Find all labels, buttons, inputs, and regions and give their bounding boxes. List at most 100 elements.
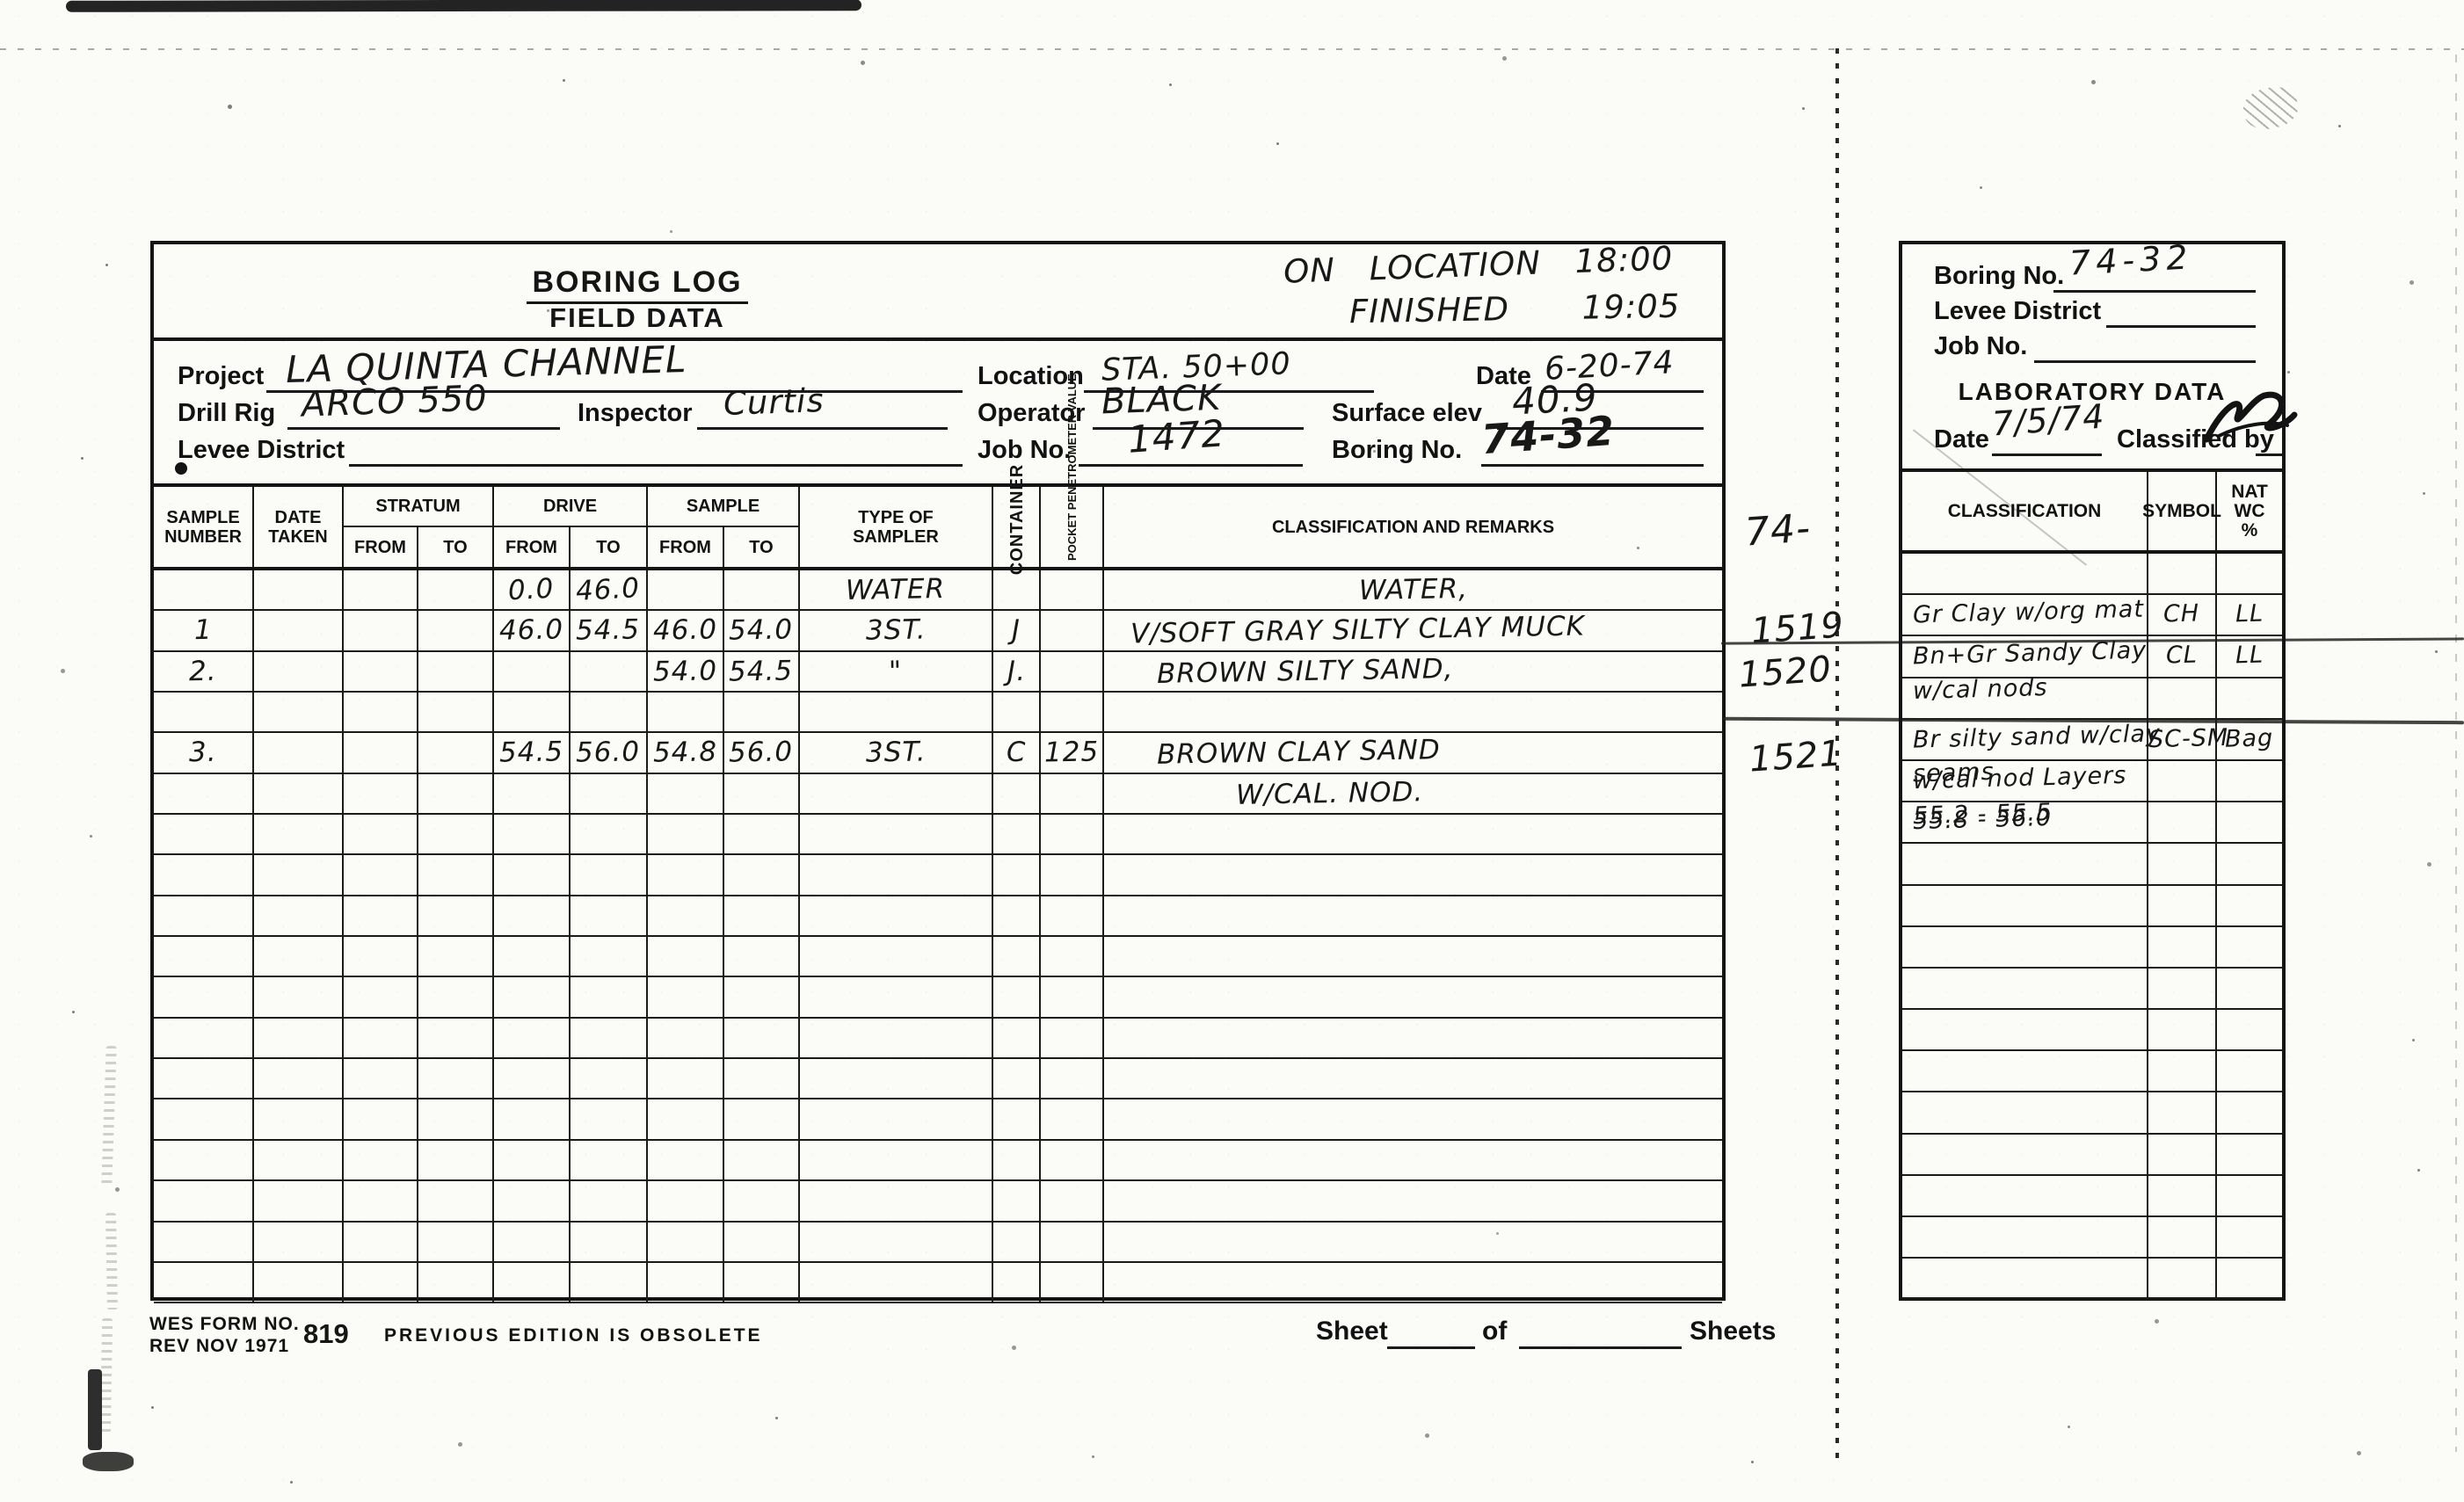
operator-line [1093, 427, 1304, 430]
cell-sample_to [724, 896, 800, 938]
cell-classification [1902, 678, 2148, 720]
classified-by-line [2256, 454, 2282, 456]
cell-stratum_to [418, 1222, 494, 1263]
cell-stratum_to [418, 773, 494, 816]
drive-from: FROM [494, 527, 571, 567]
cell-natwc [2217, 1217, 2282, 1259]
date-label: Date [1476, 362, 1531, 390]
cell-drive_from [494, 977, 571, 1019]
cell-remarks: V/SOFT GRAY SILTY CLAY MUCK [1104, 611, 1722, 652]
lab-header-box: Boring No. 74-32 Levee District Job No. … [1899, 237, 2298, 472]
scan-smudge-bar [65, 0, 862, 12]
cell-sample_from: 54.0 [648, 651, 724, 693]
of-line [1519, 1346, 1682, 1349]
cell-symbol [2148, 885, 2217, 927]
location-label: Location [978, 362, 1084, 390]
cell-date [254, 651, 344, 693]
margin-note-1519: 1519 [1749, 605, 1846, 652]
cell-classification [1902, 844, 2148, 886]
cell-sample_to [724, 570, 800, 612]
cell-pocket [1041, 937, 1104, 978]
cell-sample: 1 [154, 611, 254, 652]
cell-stratum_from [344, 977, 418, 1019]
cell-drive_from: 46.0 [494, 611, 571, 652]
cell-remarks [1104, 1099, 1722, 1141]
cell-pocket [1041, 693, 1104, 734]
cell-date [254, 693, 344, 734]
cell-sample_from [648, 693, 724, 734]
cell-symbol [2148, 1217, 2217, 1259]
cell-pocket [1041, 1099, 1104, 1141]
cell-sample [154, 693, 254, 734]
sample-to: TO [724, 527, 800, 567]
cell-container [993, 977, 1041, 1019]
cell-natwc [2217, 1135, 2282, 1176]
page-top-edge [0, 48, 2464, 50]
cell-drive_to [571, 1059, 648, 1100]
boring-no-value: 74-32 [1479, 406, 1617, 464]
cell-drive_to [571, 1222, 648, 1263]
cell-sampler: 3ST. [800, 611, 993, 652]
cell-classification: Gr Clay w/org mat [1902, 595, 2148, 637]
cell-date [254, 815, 344, 856]
cell-pocket [1041, 570, 1104, 612]
cell-sample_to [724, 1018, 800, 1060]
cell-pocket [1041, 773, 1104, 816]
cell-container [993, 1262, 1041, 1304]
cell-drive_to: 56.0 [571, 733, 648, 774]
cell-stratum_from [344, 1140, 418, 1182]
cell-date [254, 733, 344, 774]
location-line [1084, 390, 1374, 393]
cell-container [993, 773, 1041, 816]
cell-sample_from [648, 1099, 724, 1141]
cell-pocket [1041, 896, 1104, 938]
cell-stratum_to [418, 693, 494, 734]
cell-sampler [800, 1262, 993, 1304]
cell-sample_to [724, 773, 800, 816]
cell-sample_to [724, 693, 800, 734]
cell-drive_from [494, 1181, 571, 1223]
cell-stratum_from [344, 693, 418, 734]
cell-date [254, 1222, 344, 1263]
cell-remarks [1104, 815, 1722, 856]
cell-sampler [800, 1222, 993, 1263]
cell-sample_from [648, 1181, 724, 1223]
cell-sample_to: 56.0 [724, 733, 800, 774]
cell-remarks: W/CAL. NOD. [1104, 774, 1722, 816]
wes-form-no: WES FORM NO. REV NOV 1971 [149, 1314, 300, 1356]
cell-remarks [1104, 1141, 1722, 1182]
cell-natwc [2217, 802, 2282, 845]
cell-sample [154, 1099, 254, 1141]
cell-sample [154, 1018, 254, 1060]
cell-sampler: 3ST. [800, 733, 993, 774]
cell-date [254, 1140, 344, 1182]
cell-sample_from [648, 977, 724, 1019]
cell-container [993, 1059, 1041, 1100]
cell-date [254, 937, 344, 978]
cell-sample [154, 977, 254, 1019]
cell-sample_from [648, 937, 724, 978]
cell-stratum_to [418, 815, 494, 856]
cell-symbol [2148, 802, 2217, 845]
cell-pocket [1041, 611, 1104, 652]
cell-container [993, 855, 1041, 896]
cell-remarks [1104, 1223, 1722, 1263]
job-no-line [1079, 464, 1303, 467]
signature [2201, 385, 2298, 454]
page-right-edge [2455, 54, 2457, 1452]
cell-natwc [2217, 1010, 2282, 1052]
cell-remarks [1104, 1263, 1722, 1304]
stratum-from: FROM [344, 527, 418, 567]
cell-sample_to [724, 1099, 800, 1141]
cell-stratum_to [418, 1059, 494, 1100]
lab-boring-no-value: 74-32 [2068, 237, 2194, 283]
cell-container [993, 1181, 1041, 1223]
cell-sample [154, 1059, 254, 1100]
cell-sample_to: 54.0 [724, 611, 800, 652]
cell-classification [1902, 1259, 2148, 1301]
form-title: BORING LOG [154, 265, 1121, 304]
cell-sample_from [648, 1140, 724, 1182]
cell-stratum_from [344, 1262, 418, 1304]
sheet-line [1387, 1346, 1475, 1349]
